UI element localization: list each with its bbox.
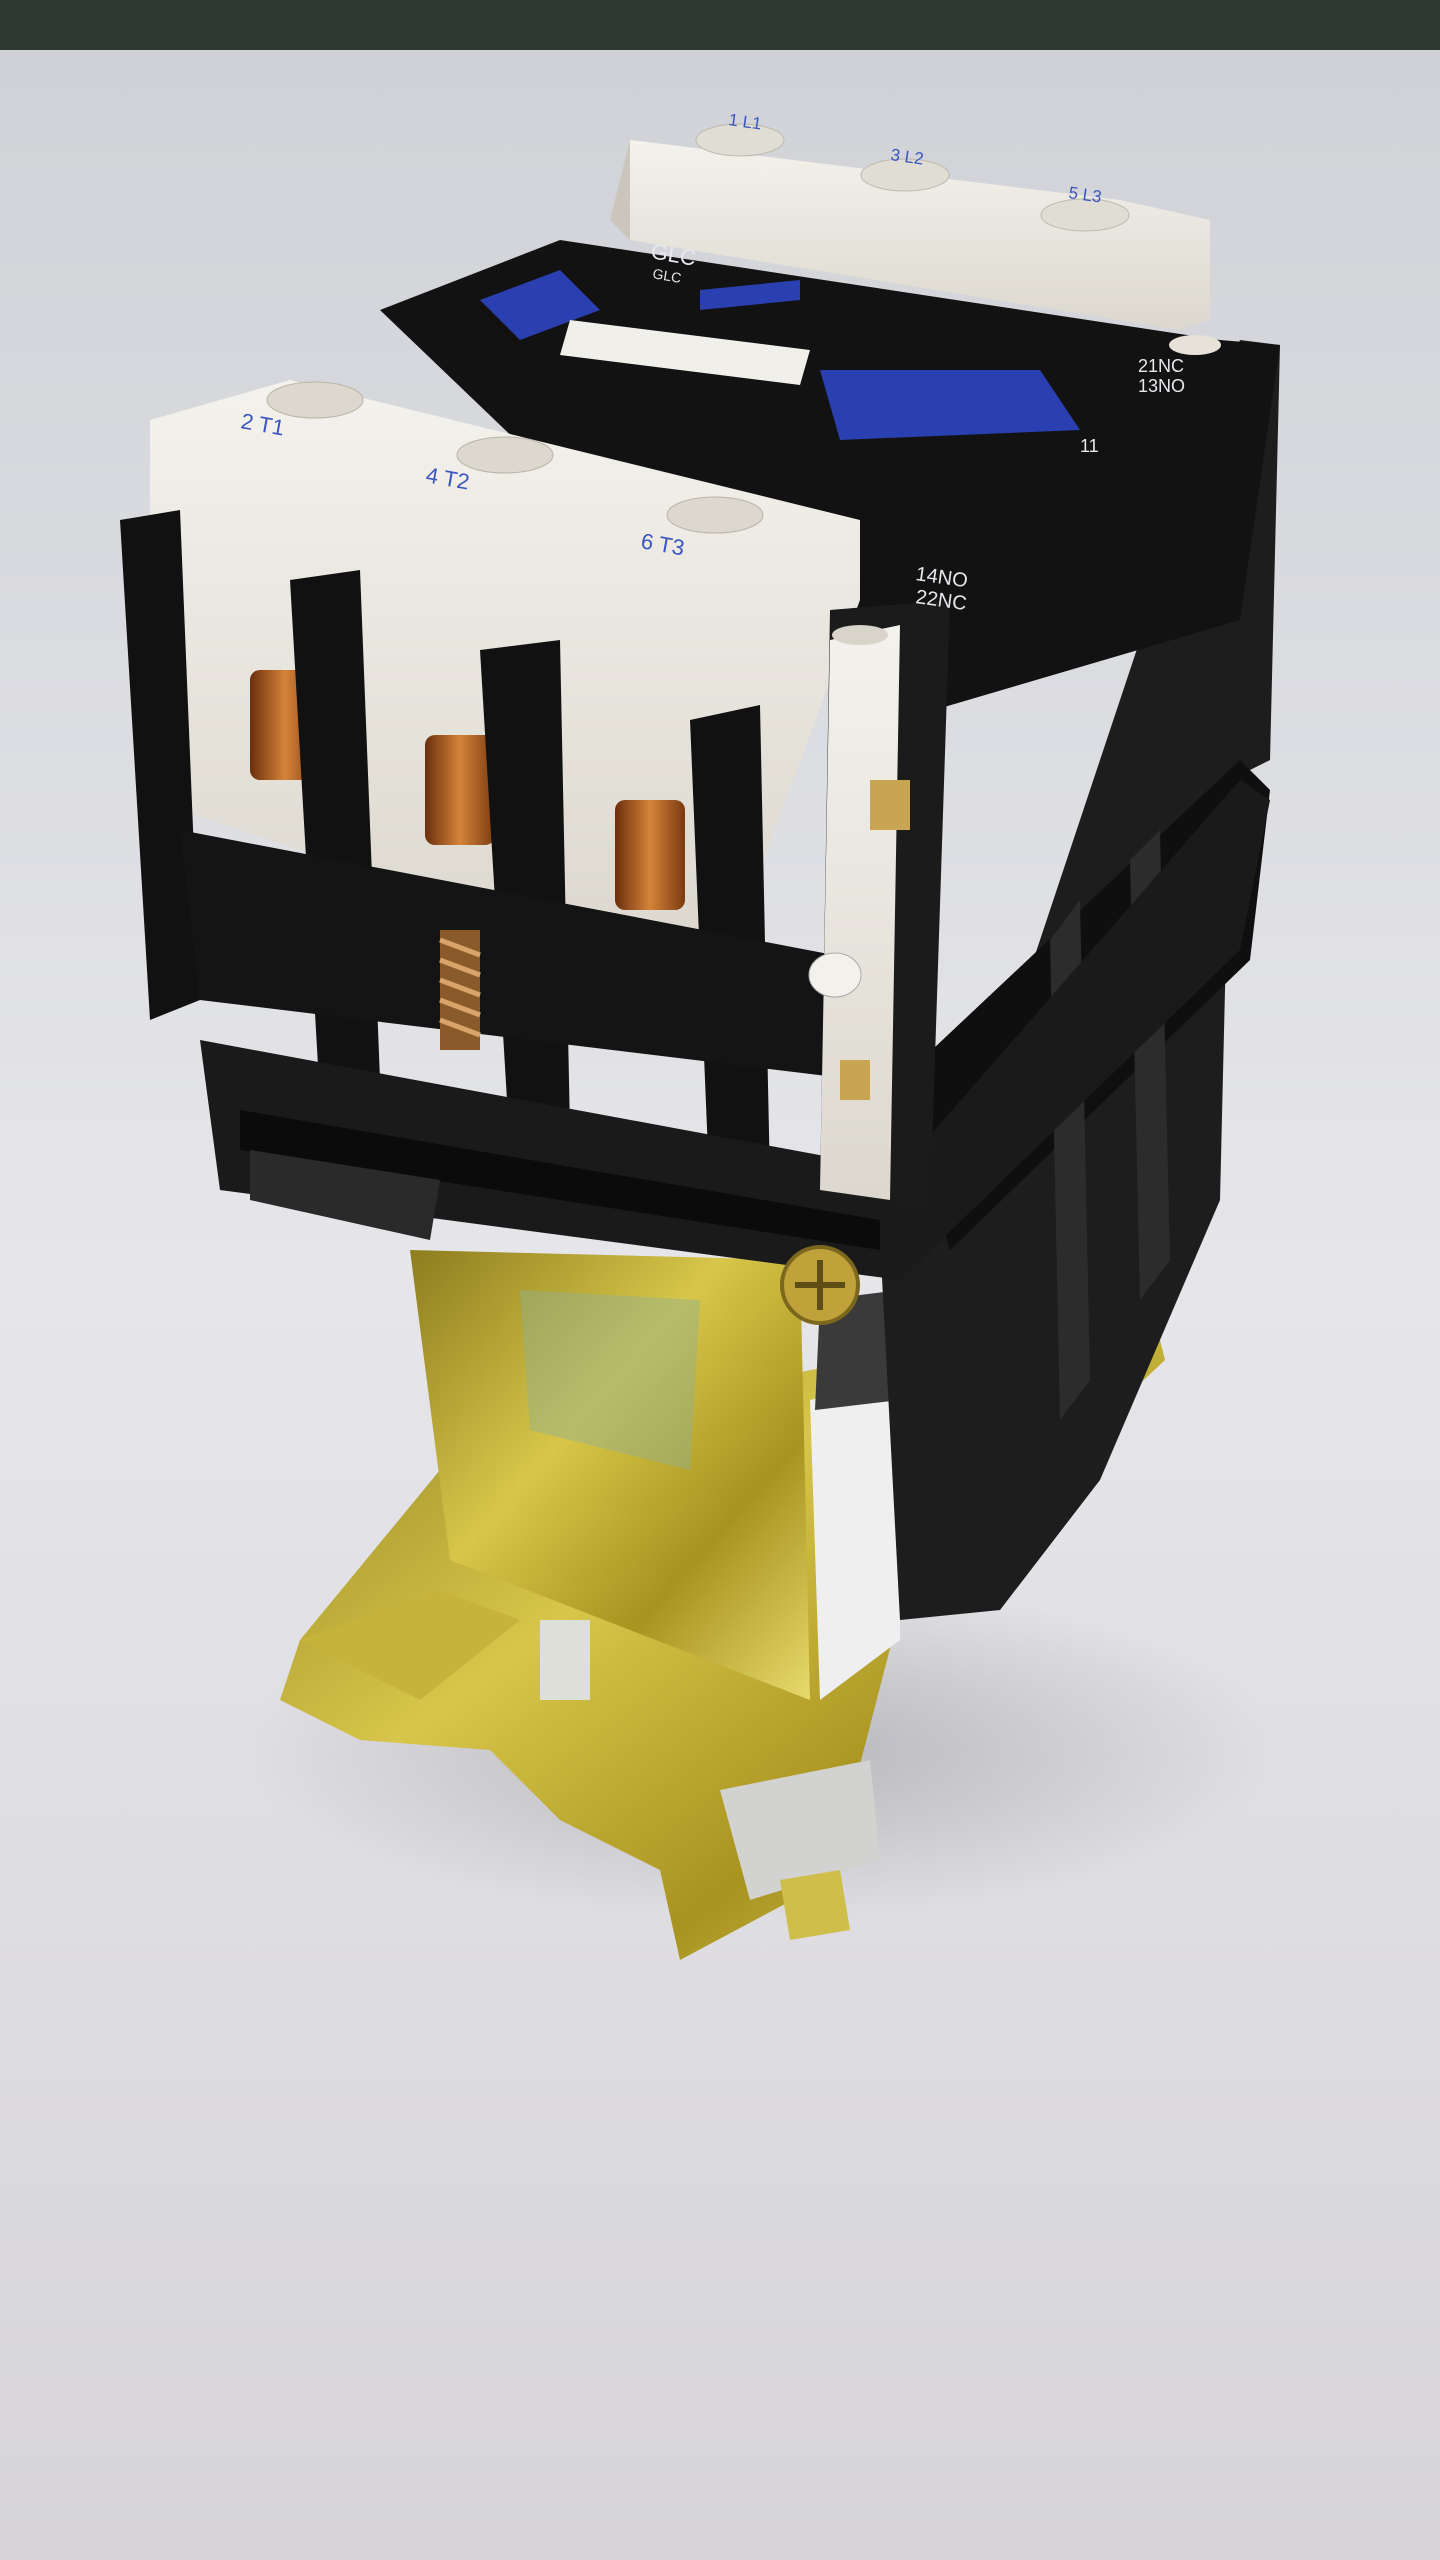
housing-front — [120, 510, 1270, 1280]
actuator-blue-right — [820, 370, 1080, 440]
aux-top-line2: 13NO — [1138, 376, 1185, 396]
label-top-3: 5 L3 — [1067, 183, 1102, 206]
coil-core — [410, 1250, 900, 1700]
housing-labels: GLC GLC 21NC 13NO 11 14NO 22NC — [649, 238, 1185, 615]
upper-terminal-block — [630, 140, 1210, 330]
top-dark-edge — [0, 0, 1440, 50]
housing-top — [380, 123, 1280, 720]
actuator-blue-left — [480, 270, 600, 340]
brand-sub-label: GLC — [651, 265, 682, 286]
copper-contact-3 — [615, 800, 685, 910]
copper-contact-2 — [425, 735, 495, 845]
label-top-1: 1 L1 — [727, 110, 762, 133]
aux-top-line1: 21NC — [1138, 356, 1184, 376]
label-top-2: 3 L2 — [889, 145, 924, 168]
aux-contact-module — [780, 600, 950, 1325]
aux-number: 11 — [1080, 436, 1099, 456]
white-slider — [560, 320, 810, 385]
